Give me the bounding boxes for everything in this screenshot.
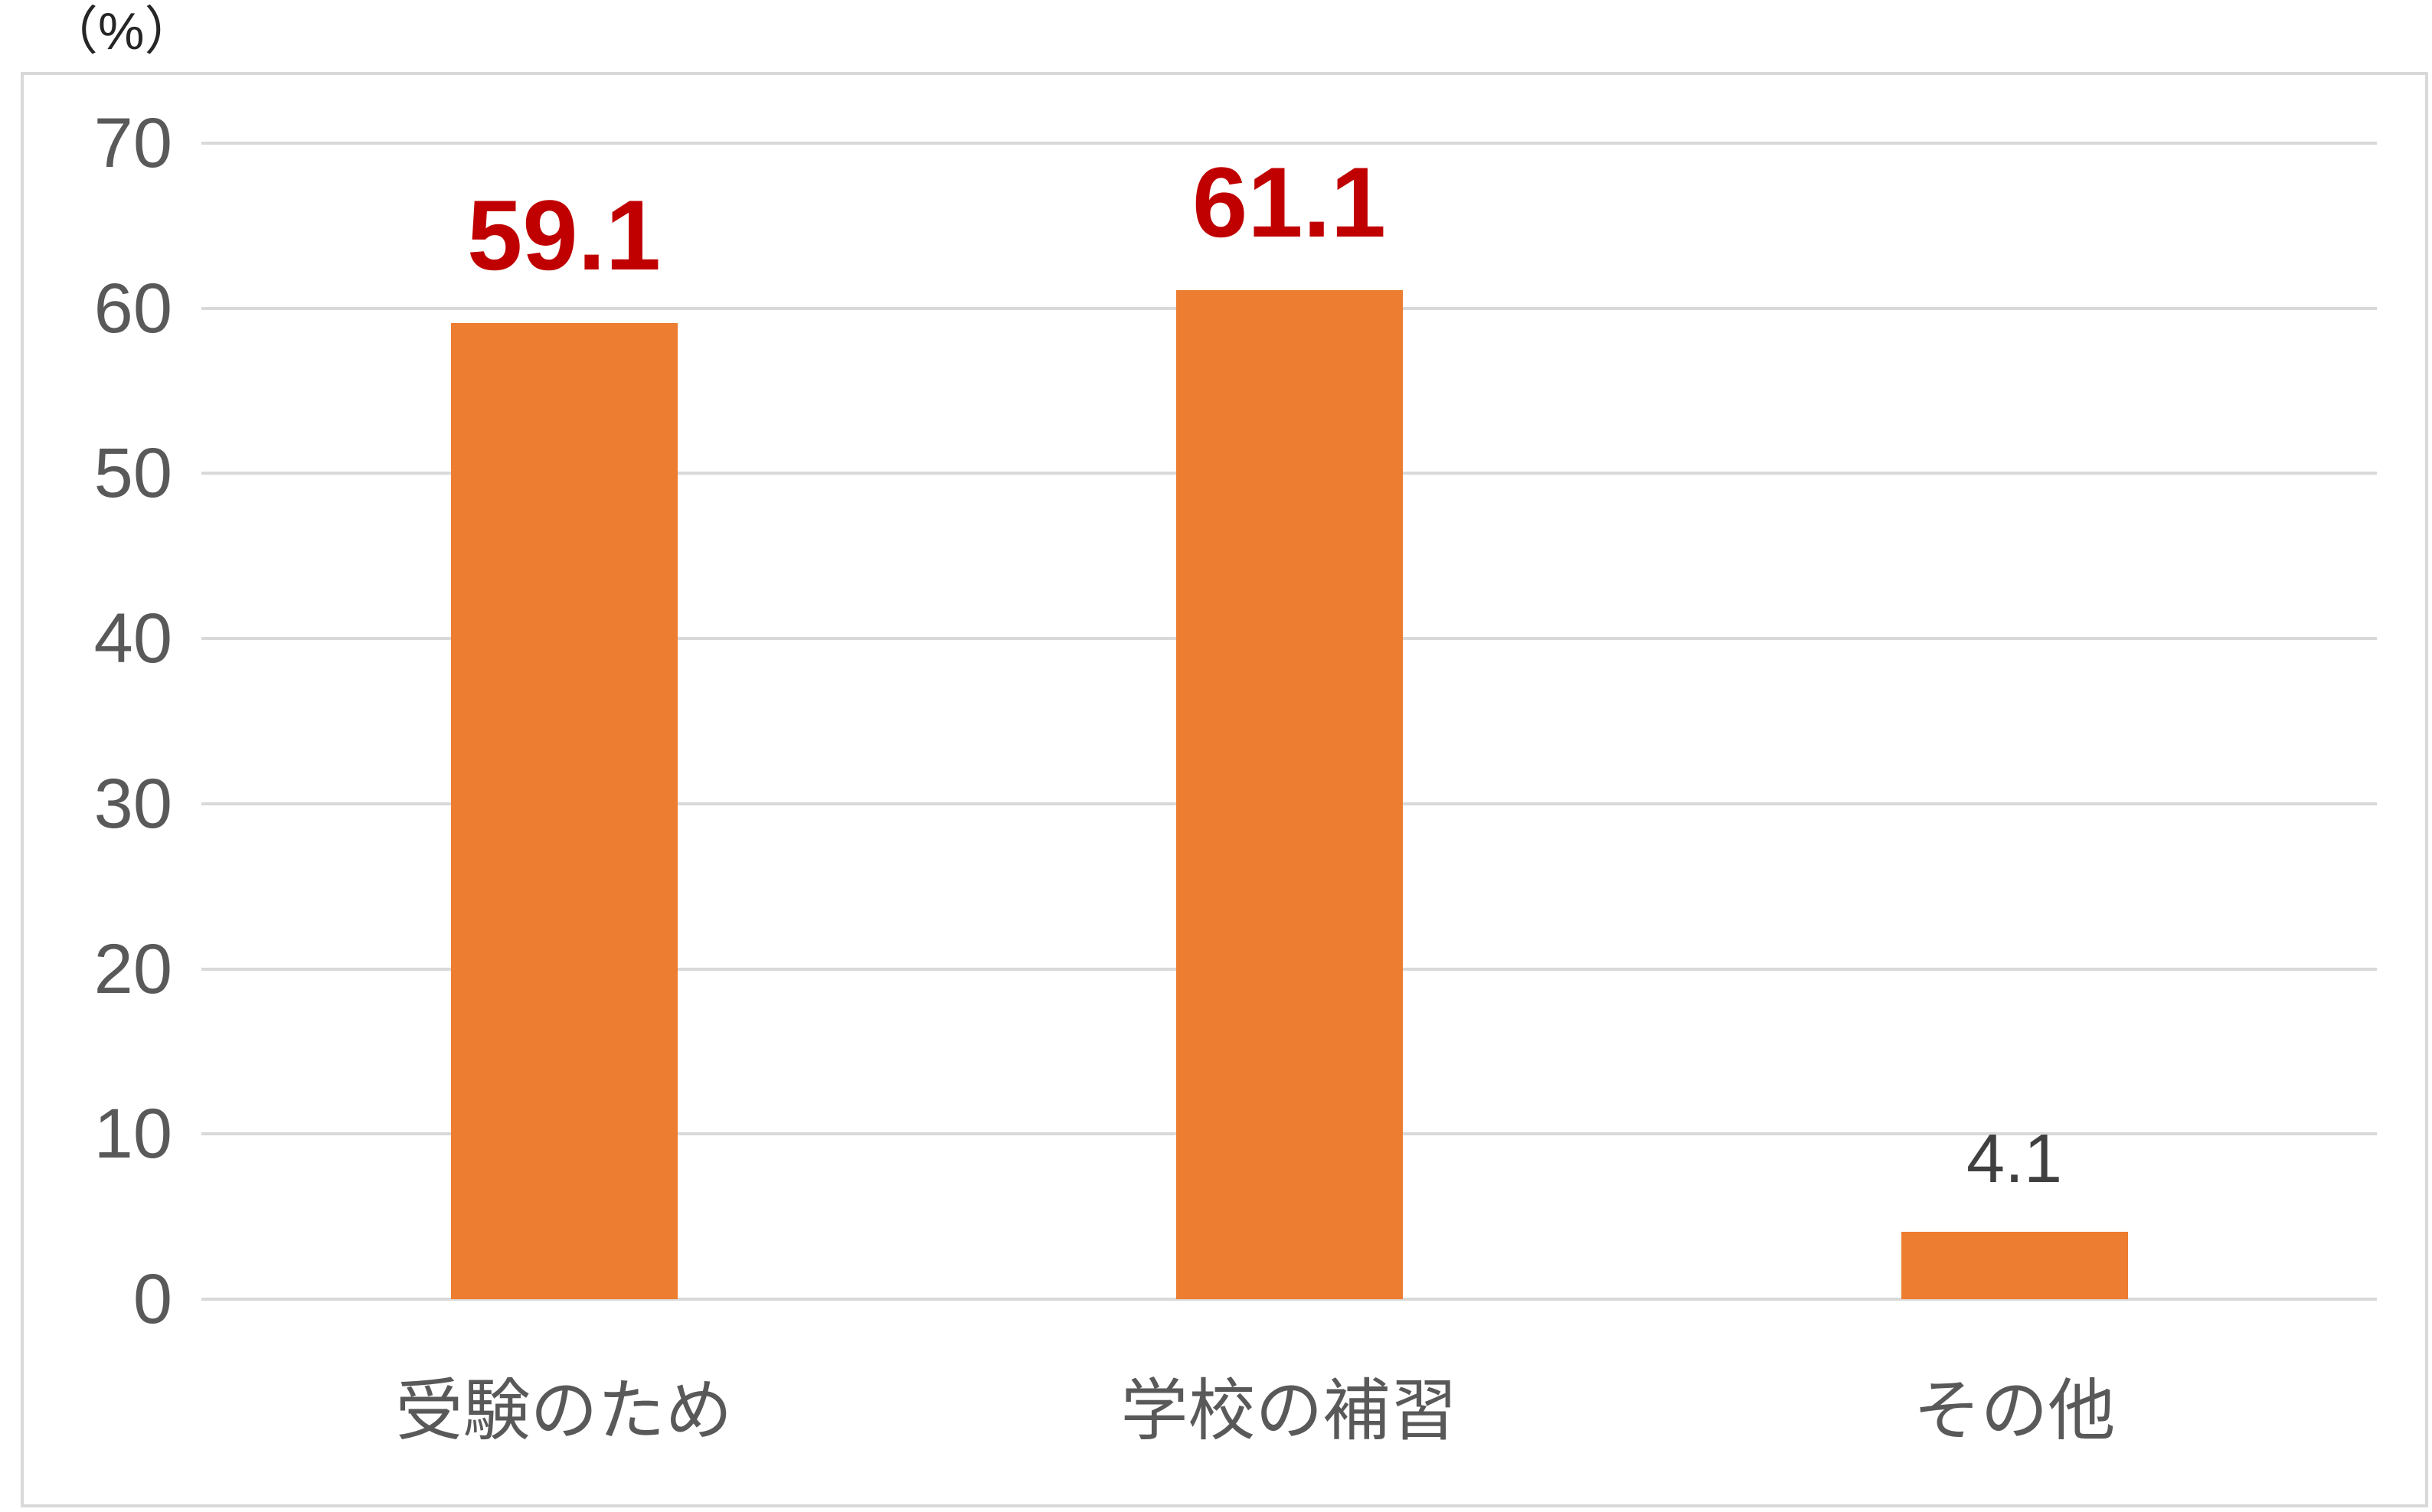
gridline — [201, 1298, 2377, 1301]
chart-border-box: 0 10 20 30 40 50 60 70 59.1 受験のため 61.1 学校の補習 4.1 その他 — [21, 72, 2428, 1507]
gridline — [201, 142, 2377, 145]
data-label: 59.1 — [466, 179, 662, 292]
y-axis-tick-label: 20 — [93, 929, 172, 1008]
y-axis-tick-label: 60 — [93, 269, 172, 348]
data-label: 61.1 — [1191, 146, 1387, 258]
y-axis-tick-label: 50 — [93, 434, 172, 513]
bar — [1175, 290, 1403, 1299]
x-axis-category-label: 学校の補習 — [1120, 1373, 1458, 1448]
plot-area: 0 10 20 30 40 50 60 70 59.1 受験のため 61.1 学校の補習 4.1 その他 — [94, 105, 2377, 1448]
y-axis-tick-label: 70 — [93, 104, 172, 182]
x-axis-category-label: その他 — [1913, 1373, 2116, 1448]
x-axis-category-label: 受験のため — [395, 1373, 733, 1448]
y-axis-tick-label: 30 — [93, 764, 172, 843]
bar — [450, 323, 678, 1299]
data-label: 4.1 — [1966, 1120, 2063, 1197]
y-axis-tick-label: 10 — [93, 1095, 172, 1174]
y-axis-tick-label: 0 — [132, 1260, 172, 1338]
y-axis-tick-label: 40 — [93, 599, 172, 678]
y-axis-unit-label: （%） — [46, 2, 197, 60]
bar — [1901, 1231, 2128, 1299]
